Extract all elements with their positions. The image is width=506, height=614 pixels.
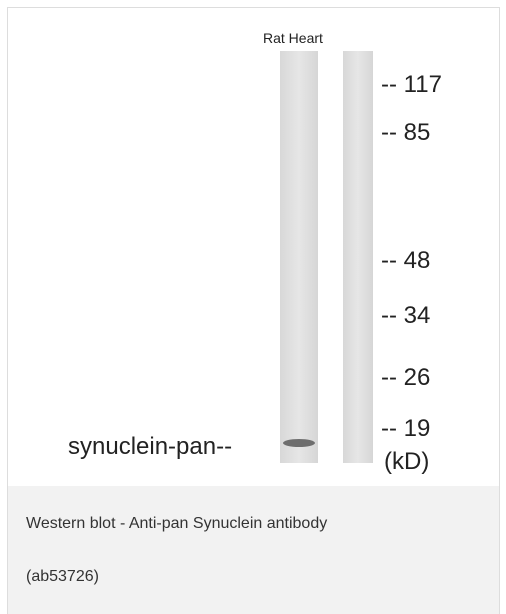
marker-label: -- 19 bbox=[381, 415, 430, 442]
blot-image: Rat Heart -- 117 -- 85 -- 48 -- 34 -- 26… bbox=[8, 8, 499, 486]
unit-label: (kD) bbox=[384, 448, 429, 475]
band bbox=[283, 439, 315, 447]
band-label: synuclein-pan-- bbox=[68, 433, 232, 460]
caption: Western blot - Anti-pan Synuclein antibo… bbox=[8, 486, 499, 614]
marker-label: -- 34 bbox=[381, 302, 430, 329]
marker-label: -- 48 bbox=[381, 247, 430, 274]
lane-1 bbox=[280, 51, 318, 463]
page: Rat Heart -- 117 -- 85 -- 48 -- 34 -- 26… bbox=[0, 0, 506, 614]
marker-label: -- 117 bbox=[381, 71, 442, 98]
marker-label: -- 26 bbox=[381, 364, 430, 391]
lane-label: Rat Heart bbox=[263, 30, 323, 46]
marker-label: -- 85 bbox=[381, 119, 430, 146]
caption-line: (ab53726) bbox=[26, 568, 99, 586]
caption-line: Western blot - Anti-pan Synuclein antibo… bbox=[26, 515, 327, 533]
lane-2 bbox=[343, 51, 373, 463]
